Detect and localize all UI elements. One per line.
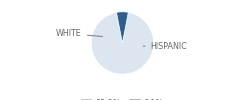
Wedge shape (116, 12, 128, 43)
Text: WHITE: WHITE (56, 29, 102, 38)
Legend: 93.9%, 6.1%: 93.9%, 6.1% (78, 95, 167, 100)
Wedge shape (91, 12, 154, 74)
Text: HISPANIC: HISPANIC (143, 42, 187, 51)
